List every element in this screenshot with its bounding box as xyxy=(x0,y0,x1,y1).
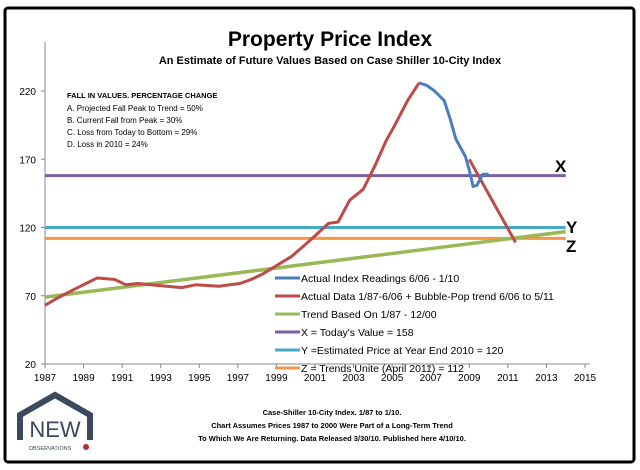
x-tick-label: 1995 xyxy=(188,373,211,384)
chart-title: Property Price Index xyxy=(228,28,433,51)
annotation-heading: FALL IN VALUES. PERCENTAGE CHANGE xyxy=(67,91,217,100)
x-tick-label: 1997 xyxy=(227,373,250,384)
legend-label: Y =Estimated Price at Year End 2010 = 12… xyxy=(301,345,504,357)
series-group xyxy=(44,81,566,307)
y-tick-label: 20 xyxy=(25,360,37,371)
legend-label: X = Today's Value = 158 xyxy=(301,327,414,339)
x-tick-label: 1999 xyxy=(265,373,288,384)
y-tick-label: 170 xyxy=(19,155,36,166)
x-tick-label: 2007 xyxy=(420,373,443,384)
legend-label: Actual Data 1/87-6/06 + Bubble-Pop trend… xyxy=(301,291,554,303)
logo-text: NEW xyxy=(29,417,81,442)
footer-line: To Which We Are Returning. Data Released… xyxy=(198,434,466,443)
chart-subtitle: An Estimate of Future Values Based on Ca… xyxy=(159,55,502,67)
bubble-pop-trend-line xyxy=(467,158,517,244)
trend-line xyxy=(44,229,566,299)
axes: 20 70 120 170 220 1987 1989 1991 1993 1995 1997 199… xyxy=(19,42,597,384)
reference-label-x: X xyxy=(555,157,567,176)
x-tick-label: 2011 xyxy=(497,373,519,384)
legend-label: Trend Based On 1/87 - 12/00 xyxy=(301,309,437,321)
y-tick-label: 70 xyxy=(25,292,37,303)
logo: NEW OBSERVATIONS xyxy=(17,391,93,452)
x-tick-label: 1987 xyxy=(34,373,57,384)
annotation-box: FALL IN VALUES. PERCENTAGE CHANGE A. Pro… xyxy=(67,91,217,149)
chart-frame xyxy=(3,6,636,464)
y-tick-label: 220 xyxy=(19,87,36,98)
house-icon xyxy=(17,391,93,440)
logo-dot xyxy=(83,444,89,450)
x-tick-label: 2013 xyxy=(535,373,558,384)
footer-line: Case-Shiller 10-City Index. 1/87 to 1/10… xyxy=(263,408,402,417)
reference-label-y: Y xyxy=(566,218,578,237)
legend-label: Actual Index Readings 6/06 - 1/10 xyxy=(301,273,459,285)
legend: Actual Index Readings 6/06 - 1/10 Actual … xyxy=(275,273,554,375)
y-tick-label: 120 xyxy=(19,224,36,235)
legend-label: Z = Trends Unite (April 2011) = 112 xyxy=(301,363,464,375)
actual-index-readings-line xyxy=(418,81,489,188)
annotation-line: D. Loss in 2010 = 24% xyxy=(67,140,148,149)
x-tick-label: 1993 xyxy=(150,373,173,384)
annotation-line: A. Projected Fall Peak to Trend = 50% xyxy=(67,104,203,113)
x-tick-label: 2009 xyxy=(458,373,481,384)
annotation-line: C. Loss from Today to Bottom = 29% xyxy=(67,128,197,137)
x-tick-label: 2005 xyxy=(381,373,404,384)
annotation-line: B. Current Fall from Peak = 30% xyxy=(67,116,182,125)
footer-line: Chart Assumes Prices 1987 to 2000 Were P… xyxy=(211,421,453,430)
logo-subtext: OBSERVATIONS xyxy=(29,446,72,452)
x-tick-label: 2003 xyxy=(342,373,365,384)
actual-data-line xyxy=(44,81,421,307)
x-tick-label: 1991 xyxy=(111,373,134,384)
x-tick-label: 1989 xyxy=(72,373,95,384)
reference-label-z: Z xyxy=(566,237,576,256)
x-tick-label: 2001 xyxy=(304,373,327,384)
x-tick-label: 2015 xyxy=(574,373,597,384)
